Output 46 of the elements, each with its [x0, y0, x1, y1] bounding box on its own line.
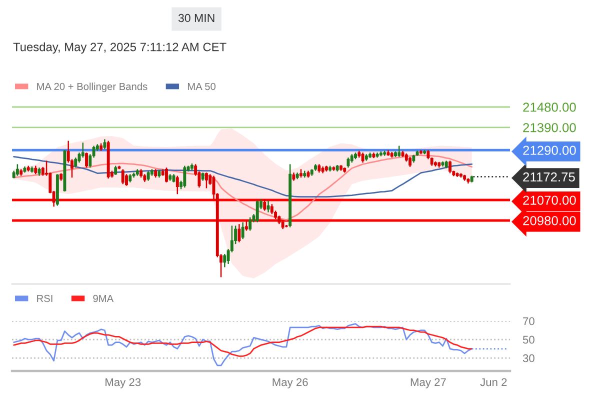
- y-tick-label: 50: [522, 336, 534, 344]
- legend-label: RSI: [37, 294, 52, 302]
- candlestick: [263, 198, 266, 212]
- candlestick: [248, 216, 252, 232]
- candlestick: [85, 152, 88, 168]
- candlestick: [448, 160, 452, 174]
- candlestick: [103, 138, 106, 150]
- candlestick: [81, 142, 84, 158]
- candlestick: [238, 223, 241, 243]
- legend-label: MA 50: [188, 82, 216, 90]
- candlestick: [74, 156, 78, 168]
- candlestick: [16, 164, 19, 176]
- candlestick: [121, 168, 124, 185]
- candlestick: [270, 204, 274, 215]
- candlestick: [361, 152, 364, 164]
- candlestick: [176, 175, 179, 195]
- candlestick: [408, 156, 412, 168]
- candlestick: [114, 165, 118, 176]
- y-tick-label: 21172.75: [523, 172, 575, 182]
- candlestick: [205, 172, 208, 189]
- legend-label: 9MA: [93, 294, 114, 302]
- x-tick-label: May 26: [272, 378, 308, 388]
- candlestick: [223, 253, 226, 268]
- y-tick-label: 21070.00: [523, 196, 576, 205]
- y-tick-label: 21480.00: [523, 102, 576, 112]
- y-tick-label: 20980.00: [523, 216, 576, 226]
- candlestick: [183, 165, 186, 188]
- text: 30 MIN: [178, 14, 214, 22]
- candlestick: [244, 220, 248, 232]
- candlestick: [241, 222, 244, 240]
- candlestick: [146, 170, 150, 182]
- line-series: [13, 156, 473, 198]
- candlestick: [398, 145, 401, 158]
- line-series: [13, 154, 473, 221]
- line-series: [13, 326, 473, 357]
- y-tick-label: 30: [522, 354, 534, 362]
- legend-label: MA 20 + Bollinger Bands: [37, 82, 148, 92]
- candlestick: [256, 200, 259, 223]
- chart-subtitle: Tuesday, May 27, 2025 7:11:12 AM CET: [13, 42, 226, 54]
- y-tick-label: 21290.00: [523, 146, 576, 155]
- candlestick: [165, 166, 168, 183]
- x-tick-label: May 27: [410, 378, 446, 388]
- y-tick-label: 70: [523, 317, 534, 326]
- x-tick-label: Jun 2: [480, 378, 507, 386]
- x-tick-label: May 23: [106, 378, 141, 388]
- y-tick-label: 21390.00: [523, 123, 576, 132]
